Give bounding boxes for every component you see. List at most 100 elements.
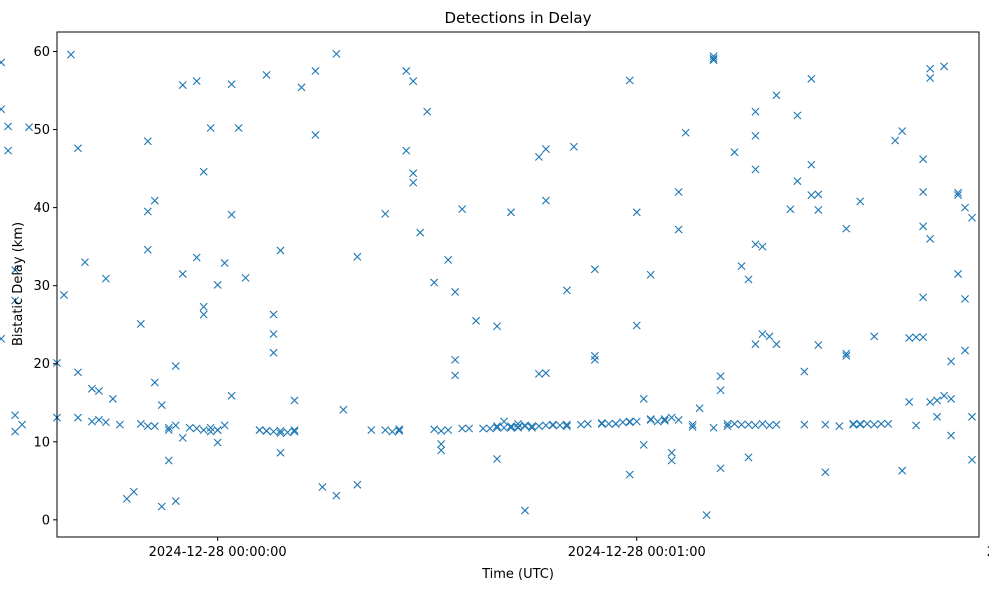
data-point	[157, 502, 166, 511]
data-point	[898, 127, 907, 136]
data-point	[479, 424, 488, 433]
data-point	[814, 205, 823, 214]
data-point	[311, 131, 320, 140]
data-point	[164, 456, 173, 465]
data-point	[150, 378, 159, 387]
y-tick-label: 10	[33, 435, 50, 450]
data-point	[157, 401, 166, 410]
data-point	[213, 280, 222, 289]
data-point	[276, 246, 285, 255]
data-point	[758, 330, 767, 339]
data-point	[632, 321, 641, 330]
data-point	[409, 77, 418, 86]
data-point	[164, 423, 173, 432]
data-point	[926, 397, 935, 406]
data-point	[968, 412, 977, 421]
data-point	[569, 142, 578, 151]
data-point	[164, 426, 173, 435]
data-point	[143, 137, 152, 146]
y-tick-label: 60	[33, 45, 50, 60]
data-point	[87, 384, 96, 393]
data-point	[709, 423, 718, 432]
data-point	[856, 197, 865, 206]
data-point	[814, 190, 823, 199]
plot-frame	[56, 31, 980, 538]
data-point	[744, 420, 753, 429]
data-point	[185, 423, 194, 432]
data-point	[332, 49, 341, 58]
data-point	[842, 349, 851, 358]
data-point	[514, 422, 522, 431]
data-point	[87, 417, 96, 426]
data-point	[625, 76, 634, 85]
data-point	[583, 419, 592, 428]
data-point	[765, 332, 774, 341]
data-point	[653, 417, 662, 426]
data-point	[562, 420, 571, 429]
data-point	[493, 423, 502, 432]
data-point	[199, 167, 208, 176]
data-point	[968, 455, 977, 464]
data-point	[912, 333, 921, 342]
data-point	[227, 80, 236, 89]
chart-title: Detections in Delay	[445, 9, 592, 27]
data-point	[520, 421, 529, 430]
data-point	[101, 418, 110, 427]
data-point	[919, 293, 928, 302]
data-point	[590, 265, 599, 274]
data-point	[926, 74, 935, 83]
data-point	[716, 386, 725, 395]
data-point	[905, 397, 914, 406]
data-point	[772, 420, 781, 429]
data-point	[4, 122, 13, 131]
data-point	[507, 423, 516, 432]
data-point	[940, 62, 949, 71]
data-point	[751, 421, 760, 430]
data-point	[555, 421, 564, 430]
data-point	[206, 423, 215, 432]
data-point	[367, 426, 376, 435]
data-point	[863, 419, 872, 428]
data-point	[702, 511, 711, 520]
data-point	[262, 70, 271, 79]
data-point	[241, 273, 250, 282]
data-point	[849, 419, 858, 428]
data-point	[101, 274, 110, 283]
data-point	[143, 207, 152, 216]
data-point	[318, 483, 327, 492]
y-tick-label: 30	[33, 279, 50, 294]
data-point	[954, 269, 963, 278]
data-point	[199, 310, 208, 319]
data-point	[59, 291, 68, 300]
data-point	[178, 81, 187, 90]
data-point	[458, 205, 467, 214]
data-point	[73, 144, 82, 153]
data-point	[646, 415, 655, 424]
data-point	[73, 413, 82, 422]
data-point	[493, 454, 502, 463]
data-point	[416, 228, 425, 237]
data-point	[562, 286, 571, 295]
data-point	[276, 448, 285, 457]
data-point	[534, 369, 543, 378]
data-point	[541, 421, 550, 430]
data-point	[660, 415, 669, 424]
data-point	[122, 494, 131, 503]
data-point	[213, 438, 222, 447]
data-point	[954, 188, 963, 197]
data-point	[597, 419, 606, 428]
data-point	[800, 420, 809, 429]
data-point	[548, 421, 557, 430]
data-point	[115, 420, 124, 429]
data-point	[905, 333, 914, 342]
data-point	[744, 275, 753, 284]
data-point	[639, 394, 648, 403]
data-point	[227, 391, 236, 400]
data-point	[269, 310, 278, 319]
data-point	[786, 205, 795, 214]
data-point	[954, 191, 963, 200]
data-point	[870, 332, 879, 341]
data-point	[150, 422, 159, 431]
